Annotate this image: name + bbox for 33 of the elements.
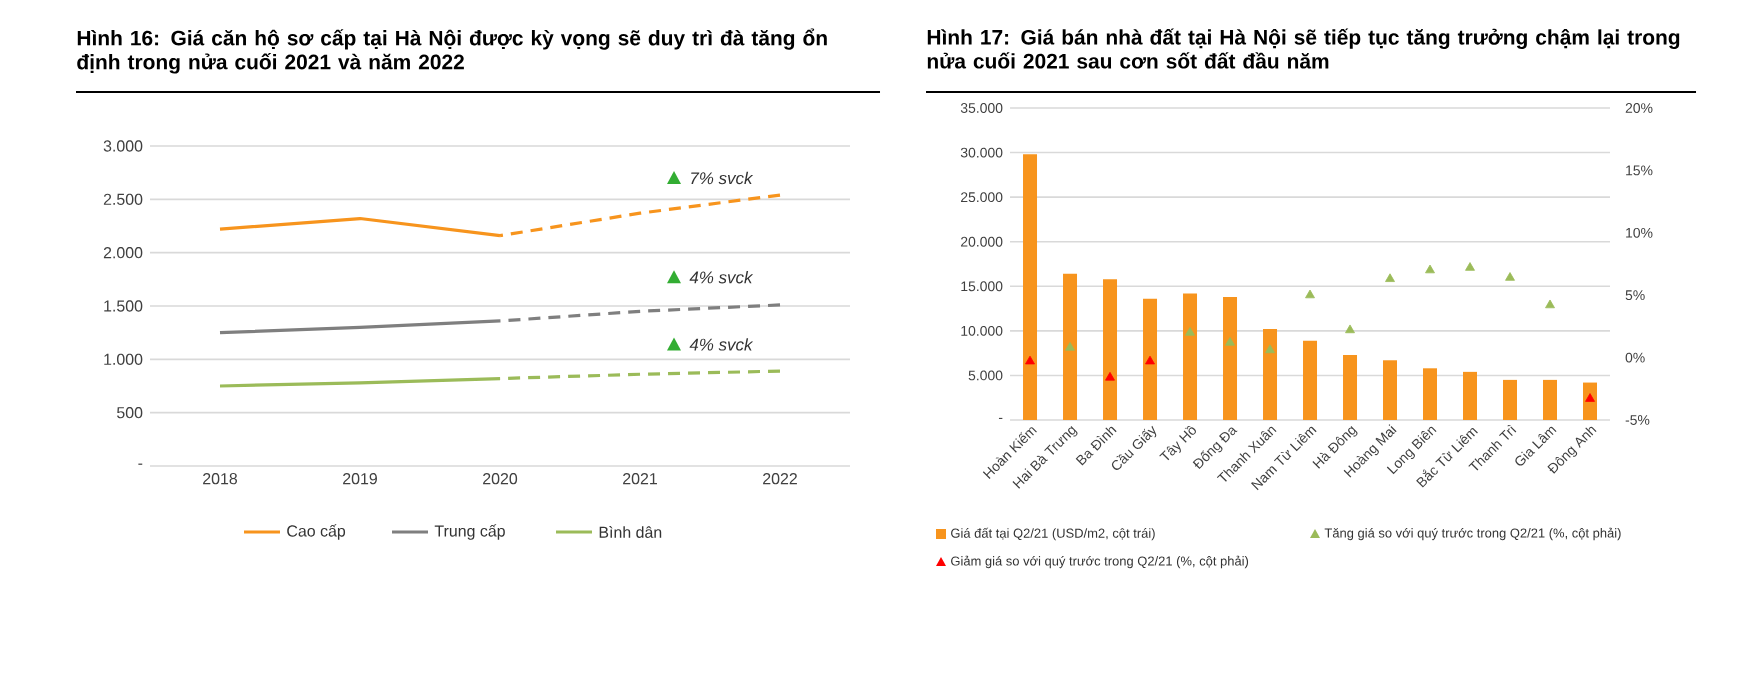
- point: [1425, 264, 1435, 274]
- point: [1305, 289, 1315, 299]
- chart-title: Hình 16: Giá căn hộ sơ cấp tại Hà Nội được kỳ vọng sẽ duy trì đà tăng ổn định trong nửa cuối 2021 và năm 2022: [77, 28, 827, 74]
- point: [1265, 344, 1275, 354]
- bar: [1143, 298, 1158, 420]
- bar: [1103, 279, 1118, 420]
- bar: [1303, 340, 1318, 420]
- point: [1385, 273, 1395, 282]
- chart-title: Hình 17: Giá bán nhà đất tại Hà Nội sẽ tiếp tục tăng trưởng chậm lại trong nửa cuối 2021 sau cơn sốt đất đầu năm: [927, 28, 1680, 69]
- point: [1465, 262, 1475, 271]
- bar: [1023, 154, 1038, 420]
- point: [1545, 299, 1555, 309]
- point: [1505, 272, 1515, 281]
- bar: [1263, 329, 1278, 420]
- annotation: 4% svck: [689, 338, 754, 351]
- bar: [1343, 354, 1358, 420]
- bar: [1063, 273, 1078, 420]
- point: [1185, 327, 1195, 336]
- point: [1105, 371, 1115, 381]
- bar: [1383, 360, 1398, 420]
- bar: [1463, 371, 1478, 420]
- bar: [1543, 379, 1558, 420]
- bar: [1183, 293, 1198, 420]
- bar: [1503, 379, 1518, 420]
- point: [1345, 324, 1355, 334]
- bar: [1223, 296, 1238, 420]
- point: [1065, 342, 1075, 351]
- annotation: 4% svck: [689, 270, 754, 284]
- point: [1225, 337, 1235, 346]
- bar: [1423, 368, 1438, 420]
- point: [1145, 355, 1155, 365]
- annotation: 7% svck: [691, 171, 754, 185]
- point: [1025, 355, 1035, 365]
